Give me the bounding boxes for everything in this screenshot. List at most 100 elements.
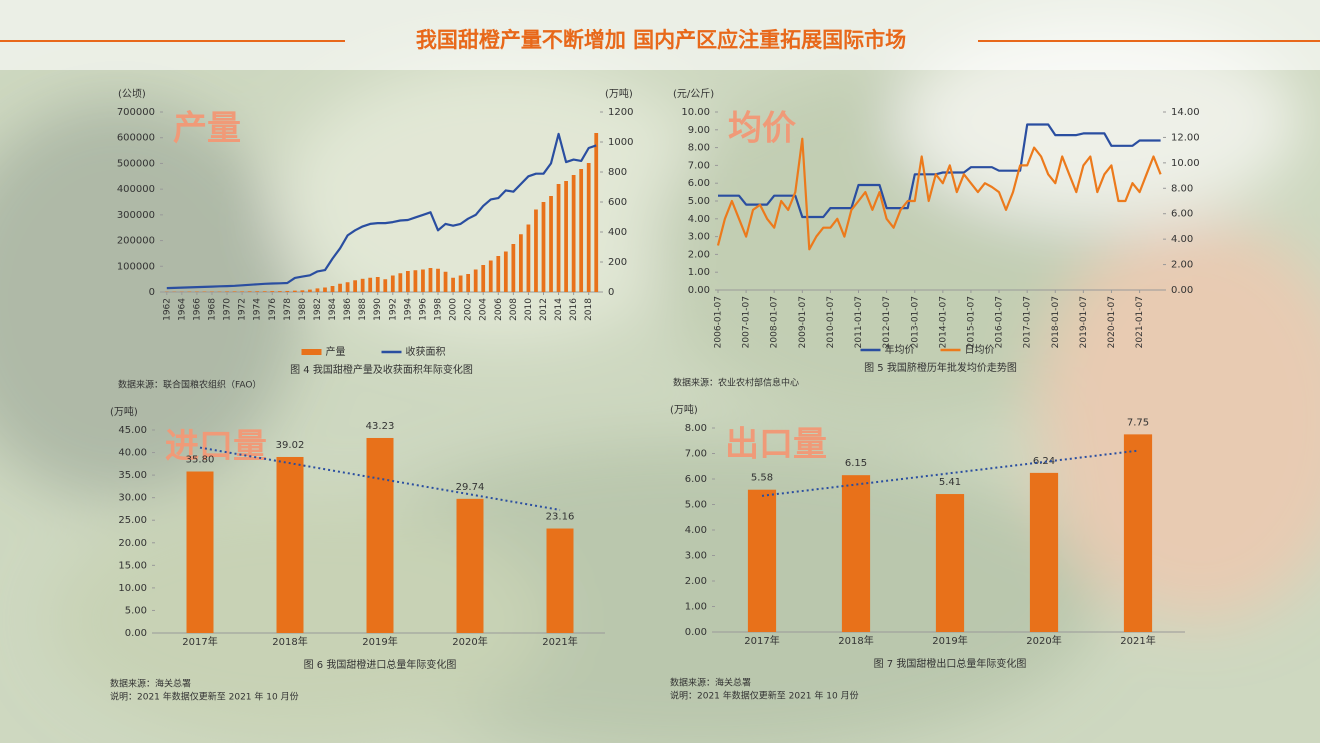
x-tick-label: 2016 bbox=[569, 298, 579, 321]
x-tick-label: 2010-01-07 bbox=[826, 296, 836, 348]
value-label: 35.80 bbox=[186, 455, 215, 466]
x-tick-label: 1984 bbox=[328, 298, 338, 321]
y-axis-unit: (万吨) bbox=[110, 405, 138, 418]
bar bbox=[353, 280, 358, 292]
chart-caption: 图 7 我国甜橙出口总量年际变化图 bbox=[874, 657, 1027, 670]
bar bbox=[315, 288, 320, 292]
bar bbox=[541, 202, 546, 292]
line bbox=[166, 132, 597, 290]
bar bbox=[276, 456, 304, 633]
bar bbox=[549, 196, 553, 292]
x-tick-label: 1974 bbox=[253, 298, 263, 321]
y-tick-label: 1.00 bbox=[688, 267, 710, 278]
chart-source: 数据来源：海关总署 bbox=[670, 677, 751, 689]
bar bbox=[421, 269, 425, 292]
y-tick-label: 35.00 bbox=[118, 470, 147, 481]
y-tick-label: 600000 bbox=[117, 133, 155, 144]
bar bbox=[428, 268, 433, 292]
y-tick-label: 45.00 bbox=[118, 425, 147, 436]
x-tick-label: 2006 bbox=[494, 298, 504, 321]
bar bbox=[564, 181, 568, 292]
bar bbox=[398, 273, 403, 292]
y-tick-label: 6.00 bbox=[688, 178, 710, 189]
x-tick-label: 2011-01-07 bbox=[854, 296, 864, 348]
x-tick-label: 2017年 bbox=[182, 635, 217, 648]
bar bbox=[186, 471, 214, 633]
bar bbox=[503, 251, 508, 292]
bar bbox=[546, 528, 574, 633]
x-tick-label: 2018-01-07 bbox=[1051, 296, 1061, 348]
y2-tick-label: 600 bbox=[608, 197, 627, 208]
x-tick-label: 2017年 bbox=[744, 634, 779, 647]
trend-line bbox=[199, 446, 561, 511]
chart-caption: 图 5 我国脐橙历年批发均价走势图 bbox=[864, 361, 1017, 374]
x-tick-label: 2007-01-07 bbox=[742, 296, 752, 348]
legend-label: 收获面积 bbox=[406, 345, 446, 358]
bar bbox=[323, 287, 327, 292]
y2-tick-label: 200 bbox=[608, 257, 627, 268]
bar bbox=[225, 291, 229, 292]
bar bbox=[458, 275, 463, 292]
y-tick-label: 100000 bbox=[117, 261, 155, 272]
y2-tick-label: 2.00 bbox=[1171, 260, 1193, 271]
x-tick-label: 2020年 bbox=[1026, 634, 1061, 647]
x-tick-label: 2002 bbox=[464, 298, 474, 321]
y-tick-label: 7.00 bbox=[685, 449, 707, 460]
x-tick-label: 1972 bbox=[238, 298, 248, 321]
x-tick-label: 2009-01-07 bbox=[798, 296, 808, 348]
value-label: 23.16 bbox=[546, 512, 575, 523]
bar bbox=[1123, 434, 1153, 632]
bar bbox=[368, 277, 373, 292]
value-label: 6.24 bbox=[1033, 456, 1055, 467]
y-tick-label: 1.00 bbox=[685, 602, 707, 613]
y-tick-label: 200000 bbox=[117, 236, 155, 247]
x-tick-label: 2014-01-07 bbox=[938, 296, 948, 348]
bar bbox=[240, 291, 244, 292]
line bbox=[716, 137, 1162, 251]
y-tick-label: 700000 bbox=[117, 107, 155, 118]
chart-caption: 图 6 我国甜橙进口总量年际变化图 bbox=[304, 658, 457, 671]
x-tick-label: 2019-01-07 bbox=[1079, 296, 1089, 348]
y2-tick-label: 400 bbox=[608, 227, 627, 238]
x-tick-label: 2019年 bbox=[932, 634, 967, 647]
bar bbox=[473, 269, 478, 292]
x-tick-label: 2015-01-07 bbox=[966, 296, 976, 348]
y2-tick-label: 12.00 bbox=[1171, 132, 1200, 143]
bar bbox=[571, 175, 576, 292]
chart-caption: 图 4 我国甜橙产量及收获面积年际变化图 bbox=[290, 363, 473, 376]
y2-tick-label: 0.00 bbox=[1171, 285, 1193, 296]
y-tick-label: 25.00 bbox=[118, 515, 147, 526]
y-tick-label: 15.00 bbox=[118, 560, 147, 571]
x-tick-label: 1996 bbox=[418, 298, 428, 321]
bar bbox=[277, 291, 282, 292]
x-tick-label: 2021-01-07 bbox=[1135, 296, 1145, 348]
y-tick-label: 6.00 bbox=[685, 474, 707, 485]
page-title: 我国甜橙产量不断增加 国内产区应注重拓展国际市场 bbox=[416, 28, 906, 52]
chart-label: 均价 bbox=[728, 109, 796, 149]
x-tick-label: 2012 bbox=[539, 298, 549, 321]
x-tick-label: 1962 bbox=[162, 298, 172, 321]
bar bbox=[366, 437, 394, 633]
bar bbox=[1029, 472, 1059, 632]
x-tick-label: 2018 bbox=[584, 298, 594, 321]
x-tick-label: 1970 bbox=[223, 298, 233, 321]
y-tick-label: 2.00 bbox=[685, 576, 707, 587]
trend-line bbox=[761, 449, 1139, 497]
y2-axis-unit: (万吨) bbox=[605, 87, 633, 100]
x-tick-label: 2010 bbox=[524, 298, 534, 321]
bar bbox=[466, 274, 471, 292]
y2-tick-label: 1200 bbox=[608, 107, 633, 118]
bar bbox=[534, 209, 538, 292]
y-tick-label: 0 bbox=[149, 287, 155, 298]
bar bbox=[247, 291, 252, 292]
legend-swatch bbox=[301, 349, 322, 355]
value-label: 5.41 bbox=[939, 477, 961, 488]
y-tick-label: 20.00 bbox=[118, 538, 147, 549]
y2-tick-label: 8.00 bbox=[1171, 183, 1193, 194]
x-tick-label: 2021年 bbox=[542, 635, 577, 648]
bar bbox=[345, 282, 350, 292]
x-tick-label: 2016-01-07 bbox=[995, 296, 1005, 348]
bar bbox=[383, 279, 388, 292]
bar bbox=[232, 291, 237, 292]
